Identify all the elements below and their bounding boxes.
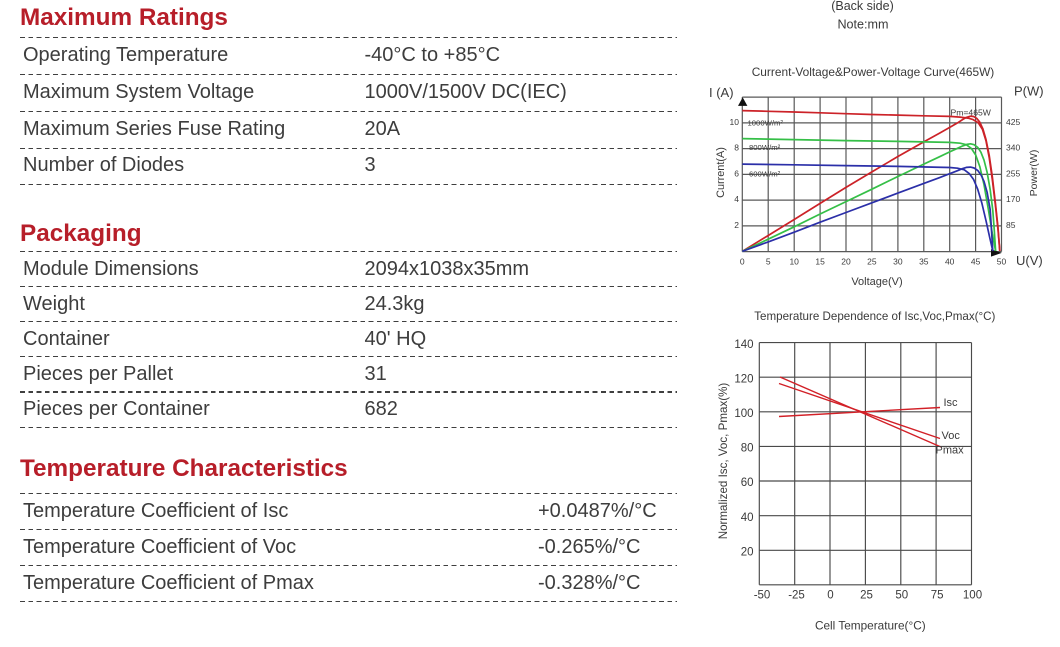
svg-text:100: 100 — [963, 590, 982, 602]
svg-text:85: 85 — [1006, 220, 1016, 230]
svg-text:Normalized Isc, Voc, Pmax(%): Normalized Isc, Voc, Pmax(%) — [717, 383, 730, 540]
svg-text:10: 10 — [730, 117, 740, 127]
svg-text:Voltage(V): Voltage(V) — [851, 276, 902, 288]
svg-text:15: 15 — [815, 257, 825, 267]
svg-text:600W/m²: 600W/m² — [749, 169, 781, 178]
svg-text:Power(W): Power(W) — [1028, 150, 1040, 197]
svg-text:Temperature Dependence of Isc,: Temperature Dependence of Isc,Voc,Pmax(°… — [754, 310, 995, 323]
svg-text:U(V): U(V) — [1016, 253, 1043, 268]
svg-text:20: 20 — [841, 257, 851, 267]
svg-text:25: 25 — [860, 590, 873, 602]
svg-text:45: 45 — [971, 257, 981, 267]
svg-text:340: 340 — [1006, 143, 1020, 153]
svg-text:140: 140 — [734, 339, 753, 351]
svg-text:Isc: Isc — [944, 397, 959, 409]
svg-text:80: 80 — [741, 443, 754, 455]
svg-text:50: 50 — [895, 590, 908, 602]
svg-text:100: 100 — [734, 408, 753, 420]
svg-text:8: 8 — [734, 143, 739, 153]
svg-text:40: 40 — [945, 257, 955, 267]
svg-text:Voc: Voc — [942, 430, 961, 442]
svg-text:0: 0 — [827, 590, 833, 602]
svg-text:60: 60 — [741, 477, 754, 489]
svg-text:30: 30 — [893, 257, 903, 267]
svg-text:Pm=465W: Pm=465W — [951, 107, 992, 117]
svg-text:Note:mm: Note:mm — [837, 18, 888, 32]
svg-text:0: 0 — [740, 257, 745, 267]
svg-text:Cell Temperature(°C): Cell Temperature(°C) — [815, 619, 926, 633]
svg-text:I (A): I (A) — [709, 85, 734, 100]
svg-text:10: 10 — [789, 257, 799, 267]
svg-text:1000W/m²: 1000W/m² — [748, 119, 784, 128]
svg-text:2: 2 — [734, 220, 739, 230]
svg-text:75: 75 — [931, 590, 944, 602]
svg-text:6: 6 — [734, 168, 739, 178]
svg-text:40: 40 — [741, 512, 754, 524]
svg-text:425: 425 — [1006, 117, 1020, 127]
svg-text:4: 4 — [734, 194, 739, 204]
svg-text:Current(A): Current(A) — [715, 147, 727, 198]
svg-text:-25: -25 — [788, 590, 805, 602]
svg-text:Current-Voltage&Power-Voltage: Current-Voltage&Power-Voltage Curve(465W… — [752, 65, 995, 79]
svg-text:35: 35 — [919, 257, 929, 267]
svg-text:(Back side): (Back side) — [831, 0, 894, 13]
svg-text:800W/m²: 800W/m² — [749, 143, 781, 152]
svg-text:255: 255 — [1006, 168, 1020, 178]
svg-text:120: 120 — [734, 373, 753, 385]
svg-text:-50: -50 — [754, 590, 771, 602]
svg-text:5: 5 — [766, 257, 771, 267]
svg-text:50: 50 — [997, 257, 1007, 267]
svg-text:20: 20 — [741, 547, 754, 559]
svg-text:Pmax: Pmax — [936, 445, 965, 457]
svg-text:P(W): P(W) — [1014, 84, 1044, 99]
svg-text:170: 170 — [1006, 194, 1020, 204]
svg-text:25: 25 — [867, 257, 877, 267]
